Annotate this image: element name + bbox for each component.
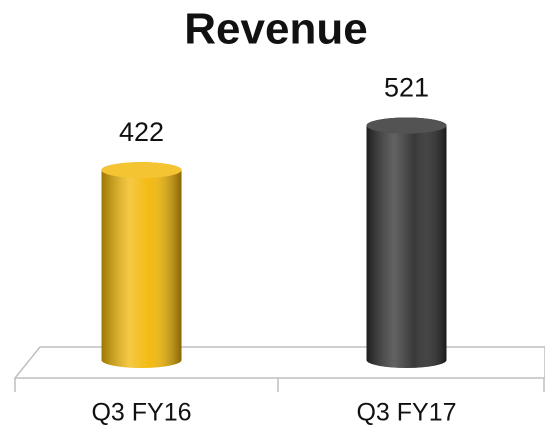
bar-top-highlight: [101, 162, 182, 179]
floor-plane: [13, 346, 545, 379]
bar-shading: [366, 117, 447, 368]
bar-top: [101, 162, 182, 179]
bar-top-highlight: [366, 117, 447, 134]
floor: [13, 346, 545, 392]
x-tick-label: Q3 FY16: [91, 399, 191, 427]
bar-top: [366, 117, 447, 134]
x-tick-label: Q3 FY17: [356, 399, 456, 427]
chart-title: Revenue: [184, 5, 367, 54]
data-label: 422: [119, 117, 164, 147]
data-label: 521: [384, 73, 429, 103]
bar-shading: [101, 162, 182, 368]
